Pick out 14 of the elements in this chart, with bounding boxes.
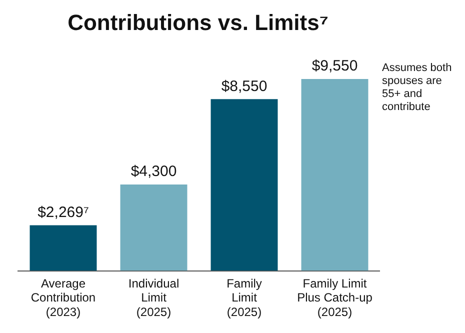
data-label: $9,550: [312, 58, 358, 75]
bar: [30, 225, 97, 271]
bar: [120, 184, 188, 271]
data-label: $2,269⁷: [38, 204, 89, 221]
x-tick-label: Average Contribution (2023): [30, 276, 96, 320]
bar: [210, 99, 278, 271]
data-label: $4,300: [130, 163, 177, 180]
text: Assumes both spouses are 55+ and contribute: [382, 62, 453, 114]
bar: [301, 79, 368, 271]
x-tick-label: Family Limit Plus Catch-up (2025): [297, 276, 373, 320]
chart-title: Contributions vs. Limits⁷: [66, 10, 330, 36]
x-tick-label: Individual Limit (2025): [128, 276, 180, 320]
data-label: $8,550: [221, 78, 268, 95]
x-tick-label: Family Limit (2025): [226, 276, 262, 320]
